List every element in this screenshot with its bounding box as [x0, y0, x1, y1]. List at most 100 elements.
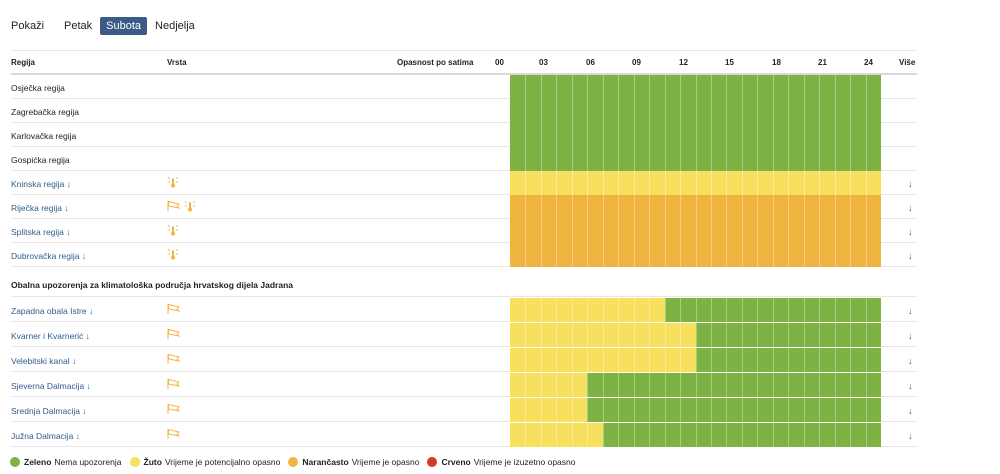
region-link[interactable]: Srednja Dalmacija ↓	[11, 406, 87, 416]
expand-more-icon[interactable]: ↓	[908, 203, 913, 213]
hour-gridline	[633, 99, 635, 123]
hour-gridline	[540, 219, 542, 243]
region-link[interactable]: Južna Dalmacija ↓	[11, 431, 80, 441]
legend-label: Crveno	[441, 457, 471, 467]
expand-more-icon[interactable]: ↓	[908, 381, 913, 391]
hour-gridline	[618, 147, 620, 171]
hour-gridline	[633, 219, 635, 243]
hour-gridline	[803, 348, 805, 372]
expand-more-icon[interactable]: ↓	[908, 431, 913, 441]
hour-gridline	[649, 348, 651, 372]
hour-label: 00	[495, 58, 504, 67]
hour-gridline	[587, 99, 589, 123]
hour-label: 03	[539, 58, 548, 67]
hour-gridline	[556, 171, 558, 195]
expand-more-icon[interactable]: ↓	[908, 306, 913, 316]
region-link[interactable]: Riječka regija ↓	[11, 203, 69, 213]
danger-segment-green	[587, 373, 881, 397]
hour-gridline	[757, 99, 759, 123]
region-link[interactable]: Velebitski kanal ↓	[11, 356, 77, 366]
hour-gridline	[602, 147, 604, 171]
region-link[interactable]: Kninska regija ↓	[11, 179, 72, 189]
expand-more-icon[interactable]: ↓	[908, 356, 913, 366]
hour-gridline	[602, 423, 604, 447]
hour-gridline	[556, 243, 558, 267]
hour-label: 21	[818, 58, 827, 67]
hour-gridline	[850, 195, 852, 219]
hour-gridline	[633, 171, 635, 195]
day-tab-petak[interactable]: Petak	[64, 20, 93, 32]
hour-gridline	[788, 423, 790, 447]
hour-gridline	[757, 323, 759, 347]
hour-gridline	[556, 398, 558, 422]
expand-more-icon[interactable]: ↓	[908, 227, 913, 237]
hour-gridline	[649, 75, 651, 99]
hour-gridline	[803, 298, 805, 322]
region-link[interactable]: Sjeverna Dalmacija ↓	[11, 381, 91, 391]
danger-segment-green	[510, 147, 881, 171]
hour-gridline	[819, 243, 821, 267]
region-link[interactable]: Splitska regija ↓	[11, 227, 71, 237]
region-link[interactable]: Kvarner i Kvarnerić ↓	[11, 331, 90, 341]
hourly-danger-bar	[510, 219, 881, 243]
hour-gridline	[741, 323, 743, 347]
hour-gridline	[865, 298, 867, 322]
expand-more-icon[interactable]: ↓	[908, 179, 913, 189]
legend: Zeleno Nema upozorenja Žuto Vrijeme je p…	[10, 457, 583, 467]
hour-gridline	[618, 195, 620, 219]
day-selector: Pokaži Petak Subota Nedjelja	[11, 16, 203, 36]
col-vrsta: Vrsta	[167, 58, 187, 67]
warning-types	[167, 328, 181, 342]
hour-gridline	[571, 147, 573, 171]
hour-gridline	[618, 243, 620, 267]
hour-gridline	[757, 398, 759, 422]
hour-gridline	[680, 323, 682, 347]
hour-gridline	[664, 348, 666, 372]
hour-gridline	[726, 298, 728, 322]
hour-gridline	[865, 219, 867, 243]
hour-gridline	[525, 99, 527, 123]
hour-gridline	[710, 147, 712, 171]
hour-gridline	[540, 373, 542, 397]
hour-gridline	[819, 123, 821, 147]
hour-gridline	[865, 75, 867, 99]
hour-gridline	[664, 171, 666, 195]
hour-gridline	[587, 323, 589, 347]
hour-gridline	[695, 171, 697, 195]
hour-gridline	[587, 298, 589, 322]
wind-icon	[167, 303, 181, 317]
hour-gridline	[726, 99, 728, 123]
hour-gridline	[649, 323, 651, 347]
hour-gridline	[757, 75, 759, 99]
expand-more-icon[interactable]: ↓	[908, 331, 913, 341]
expand-more-icon[interactable]: ↓	[908, 251, 913, 261]
hour-gridline	[556, 373, 558, 397]
hour-gridline	[803, 171, 805, 195]
day-tab-subota[interactable]: Subota	[100, 17, 148, 35]
hour-gridline	[680, 243, 682, 267]
hour-gridline	[726, 373, 728, 397]
hour-gridline	[664, 398, 666, 422]
region-link[interactable]: Zapadna obala Istre ↓	[11, 306, 94, 316]
region-link[interactable]: Dubrovačka regija ↓	[11, 251, 87, 261]
warning-types	[167, 303, 181, 317]
hour-gridline	[695, 99, 697, 123]
expand-more-icon[interactable]: ↓	[908, 406, 913, 416]
hour-gridline	[680, 123, 682, 147]
hour-gridline	[834, 298, 836, 322]
danger-segment-green	[602, 423, 881, 447]
hour-gridline	[680, 348, 682, 372]
hour-gridline	[649, 123, 651, 147]
danger-segment-yellow	[510, 423, 603, 447]
day-tab-nedjelja[interactable]: Nedjelja	[155, 20, 195, 32]
green-dot-icon	[10, 457, 20, 467]
hour-gridline	[525, 398, 527, 422]
hour-gridline	[741, 423, 743, 447]
hour-gridline	[649, 423, 651, 447]
hour-gridline	[726, 219, 728, 243]
hour-gridline	[602, 298, 604, 322]
hour-gridline	[680, 99, 682, 123]
hour-gridline	[788, 171, 790, 195]
hour-gridline	[618, 398, 620, 422]
hour-gridline	[772, 75, 774, 99]
